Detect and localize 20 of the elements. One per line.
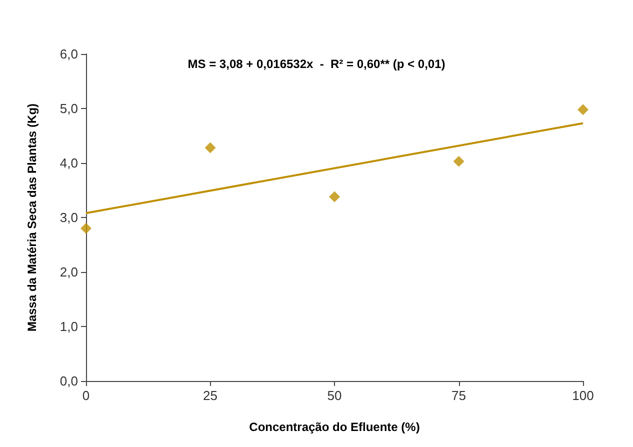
point [578, 104, 588, 116]
y-tick-label: 4,0 [60, 156, 78, 170]
y-tick-label: 2,0 [60, 264, 78, 280]
x-tick-label: 75 [452, 388, 466, 403]
x-tick-label: 25 [203, 388, 218, 403]
y-tick-label: 1,0 [60, 319, 78, 334]
x-axis-title: Concentração do Efluente (%) [249, 420, 420, 434]
point [204, 142, 216, 154]
point [453, 156, 464, 167]
point [80, 222, 92, 234]
y-tick-label: 6,0 [60, 46, 78, 62]
y-tick-label: 5,0 [60, 101, 78, 116]
y-tick-label: 0,0 [60, 374, 78, 388]
x-tick-label: 0 [82, 388, 90, 403]
x-tick-label: 100 [572, 388, 594, 403]
point [329, 191, 340, 202]
y-tick-label: 3,0 [60, 210, 78, 225]
x-tick-label: 50 [327, 388, 342, 403]
y-axis-title: Massa da Matéria Seca das Plantas (Kg) [25, 103, 39, 332]
annotation: MS = 3,08 + 0,016532x - R² = 0,60** (p < 0,01) [188, 57, 446, 71]
